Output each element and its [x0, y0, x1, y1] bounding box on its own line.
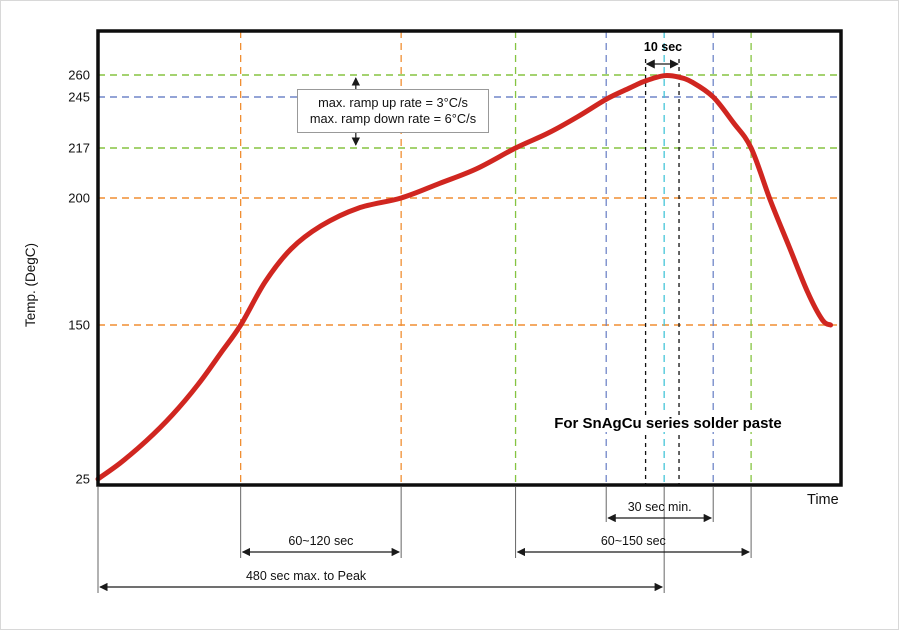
y-axis-title: Temp. (DegC): [23, 242, 38, 327]
measurement-label-3: 480 sec max. to Peak: [246, 569, 367, 583]
y-tick-label-245: 245: [68, 90, 90, 105]
y-tick-label-260: 260: [68, 68, 90, 83]
y-tick-label-25: 25: [76, 472, 90, 487]
measurement-label-0: 30 sec min.: [628, 500, 692, 514]
plot-border: [96, 29, 843, 487]
measurement-label-2: 60~150 sec: [601, 534, 666, 548]
y-tick-label-150: 150: [68, 318, 90, 333]
profile-curve: [95, 73, 834, 482]
peak-duration-label: 10 sec: [643, 40, 683, 54]
ramp-rate-note: max. ramp up rate = 3°C/s max. ramp down…: [297, 89, 489, 133]
solder-paste-note: For SnAgCu series solder paste: [550, 415, 786, 432]
measurement-label-1: 60~120 sec: [288, 534, 353, 548]
y-tick-label-200: 200: [68, 191, 90, 206]
x-axis-title: Time: [807, 492, 839, 508]
ramp-down-rate-text: max. ramp down rate = 6°C/s: [309, 111, 477, 126]
ramp-up-rate-text: max. ramp up rate = 3°C/s: [318, 95, 468, 110]
y-tick-label-217: 217: [68, 141, 90, 156]
